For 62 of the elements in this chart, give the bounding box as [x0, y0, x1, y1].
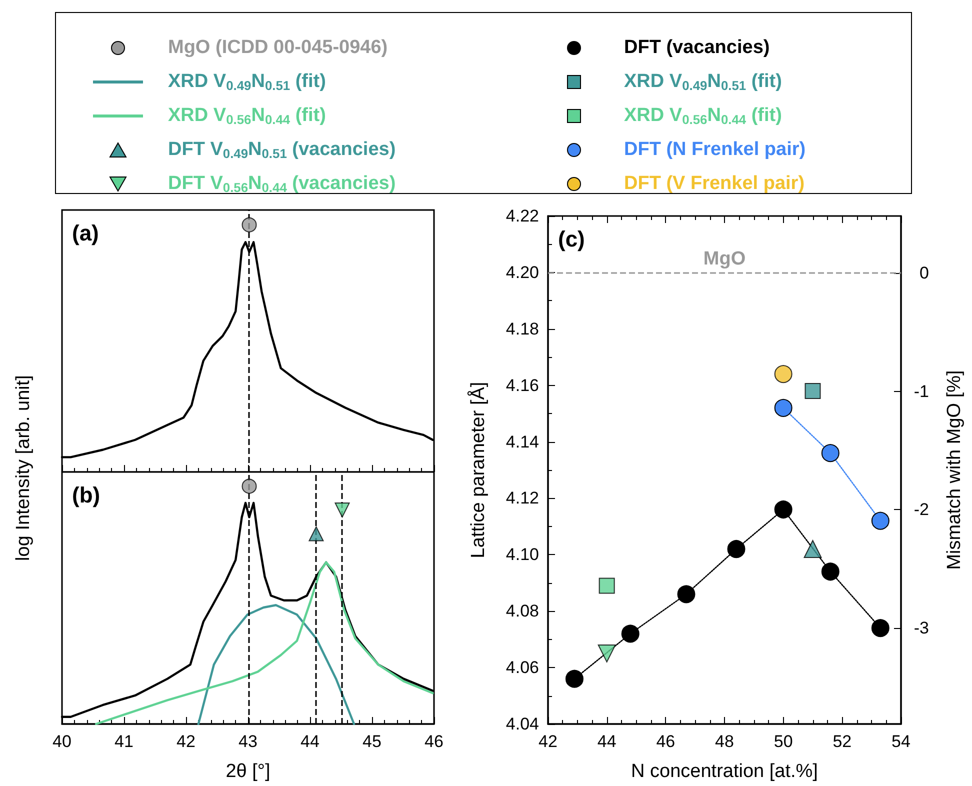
legend-label: DFT (V Frenkel pair) [624, 173, 805, 195]
point [804, 540, 822, 558]
x-tick-label: 42 [538, 732, 558, 751]
point [727, 540, 746, 558]
x-tick-label: 40 [52, 732, 72, 751]
y-tick-label: 4.14 [506, 432, 539, 452]
legend-label: DFT V$_{0.56}$N$_{0.44}$ (vacancies) [168, 172, 396, 196]
point [565, 670, 584, 688]
point [621, 624, 640, 643]
y-tick-label: 4.08 [506, 602, 539, 621]
y-tick-label: 4.12 [506, 488, 539, 508]
y-tick-label: 4.18 [506, 319, 539, 338]
annotation: (b) [72, 482, 100, 508]
legend-label: XRD V$_{0.56}$N$_{0.44}$ (fit) [624, 104, 782, 128]
y-tick-label: 4.16 [506, 376, 539, 395]
y2-tick-label: 0 [920, 263, 929, 282]
point [598, 578, 615, 594]
x-tick-label: 50 [774, 732, 793, 751]
y-tick-label: 4.04 [506, 714, 539, 734]
legend-label: DFT (vacancies) [624, 37, 770, 59]
y-axis-title: log Intensity [arb. unit] [13, 375, 35, 561]
annotation: (c) [558, 226, 585, 252]
x-tick-label: 44 [300, 732, 320, 751]
annotation: (a) [72, 220, 99, 246]
x-tick-label: 46 [424, 732, 444, 751]
y2-tick-label: -1 [914, 382, 929, 401]
y2-tick-label: -2 [914, 500, 929, 520]
y-tick-label: 4.22 [506, 206, 539, 226]
point [677, 585, 696, 604]
point [774, 365, 792, 384]
x-tick-label: 48 [715, 732, 734, 751]
y-tick-label: 4.20 [506, 262, 539, 282]
ref-line-label: MgO [703, 248, 746, 270]
legend-label: XRD V$_{0.56}$N$_{0.44}$ (fit) [168, 104, 326, 128]
point [871, 619, 890, 638]
legend-label: DFT (N Frenkel pair) [624, 139, 806, 161]
point [821, 562, 840, 581]
y-tick-label: 4.06 [506, 658, 539, 678]
legend-label: XRD V$_{0.49}$N$_{0.51}$ (fit) [624, 70, 782, 94]
x-axis-title: 2θ [°] [226, 761, 270, 782]
point [871, 512, 890, 530]
point [821, 444, 840, 462]
legend-label: DFT V$_{0.49}$N$_{0.51}$ (vacancies) [168, 138, 396, 162]
legend-label: XRD V$_{0.49}$N$_{0.51}$ (fit) [168, 70, 326, 94]
x-tick-label: 42 [176, 732, 196, 751]
x-tick-label: 45 [362, 732, 382, 751]
legend-label: MgO (ICDD 00-045-0946) [168, 37, 388, 59]
x-tick-label: 46 [656, 732, 676, 751]
x-tick-label: 54 [892, 732, 910, 751]
x-tick-label: 41 [114, 732, 134, 751]
x-tick-label: 44 [597, 732, 616, 751]
point [804, 382, 821, 399]
point [774, 398, 792, 417]
y2-axis-title: Mismatch with MgO [%] [944, 370, 965, 570]
x-tick-label: 52 [832, 732, 852, 751]
point [598, 644, 616, 662]
point [774, 500, 792, 519]
x-axis-title: N concentration [at.%] [631, 761, 818, 782]
x-tick-label: 43 [238, 732, 258, 751]
y2-tick-label: -3 [914, 618, 929, 638]
y-tick-label: 4.10 [506, 545, 539, 564]
y-axis-title: Lattice parameter [Å] [467, 382, 489, 558]
